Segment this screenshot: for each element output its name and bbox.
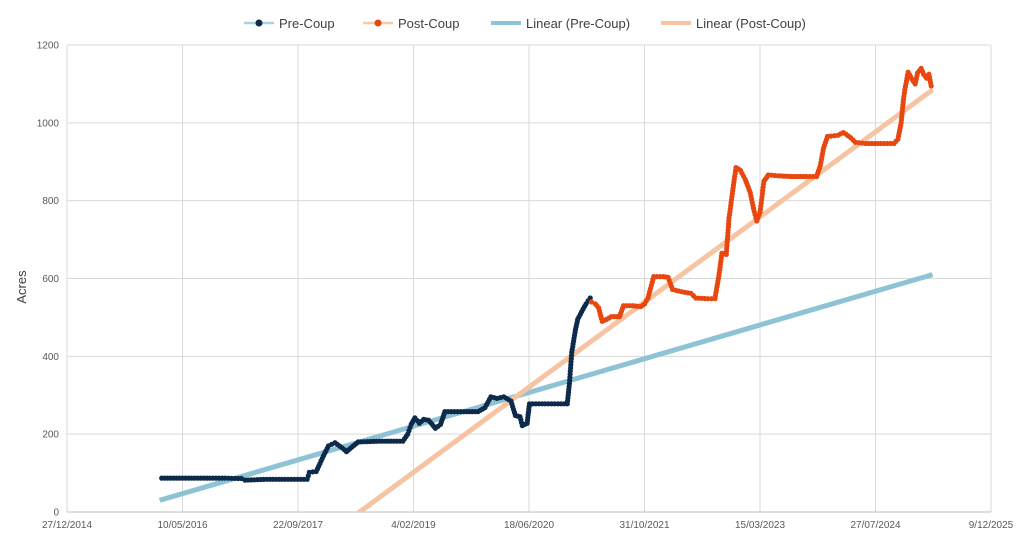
y-tick-label: 200 — [42, 430, 59, 441]
y-tick-label: 600 — [42, 274, 59, 285]
data-point-post-coup — [705, 296, 711, 302]
x-tick-label: 18/06/2020 — [504, 520, 554, 531]
legend-item-pre-coup: Pre-Coup — [244, 16, 335, 31]
x-tick-label: 10/05/2016 — [157, 520, 207, 531]
trendlines — [158, 87, 935, 512]
legend-marker — [374, 19, 382, 27]
y-tick-label: 1200 — [37, 41, 60, 52]
x-tick-labels: 27/12/2014 10/05/2016 22/09/2017 4/02/2019 1… — [42, 520, 1014, 531]
legend-marker — [255, 19, 263, 27]
data-point-pre-coup — [587, 295, 593, 301]
y-tick-label: 0 — [53, 508, 59, 519]
legend-item-linear-post-coup: Linear (Post-Coup) — [661, 16, 806, 31]
y-tick-labels: 0 200 400 600 800 1000 1200 — [37, 41, 60, 519]
x-tick-label: 4/02/2019 — [391, 520, 436, 531]
trendline-pre-coup — [158, 272, 934, 503]
x-tick-label: 9/12/2025 — [969, 520, 1014, 531]
legend-item-linear-pre-coup: Linear (Pre-Coup) — [491, 16, 630, 31]
data-point-post-coup — [928, 83, 934, 89]
y-tick-label: 400 — [42, 352, 59, 363]
legend-label: Post-Coup — [398, 16, 459, 31]
gridlines — [66, 44, 992, 513]
y-axis-title: Acres — [14, 270, 29, 304]
data-point-post-coup — [588, 299, 595, 305]
legend-label: Linear (Pre-Coup) — [526, 16, 630, 31]
y-tick-label: 800 — [42, 196, 59, 207]
data-point-post-coup — [708, 296, 715, 302]
legend-item-post-coup: Post-Coup — [363, 16, 459, 31]
data-series — [159, 65, 934, 483]
y-tick-label: 1000 — [37, 118, 60, 129]
legend-label: Linear (Post-Coup) — [696, 16, 806, 31]
legend: Pre-Coup Post-Coup Linear (Pre-Coup) Linear… — [244, 16, 806, 31]
x-tick-label: 27/07/2024 — [850, 520, 900, 531]
legend-label: Pre-Coup — [279, 16, 335, 31]
x-tick-label: 15/03/2023 — [735, 520, 785, 531]
x-tick-label: 27/12/2014 — [42, 520, 92, 531]
x-tick-label: 22/09/2017 — [273, 520, 323, 531]
x-tick-label: 31/10/2021 — [619, 520, 669, 531]
